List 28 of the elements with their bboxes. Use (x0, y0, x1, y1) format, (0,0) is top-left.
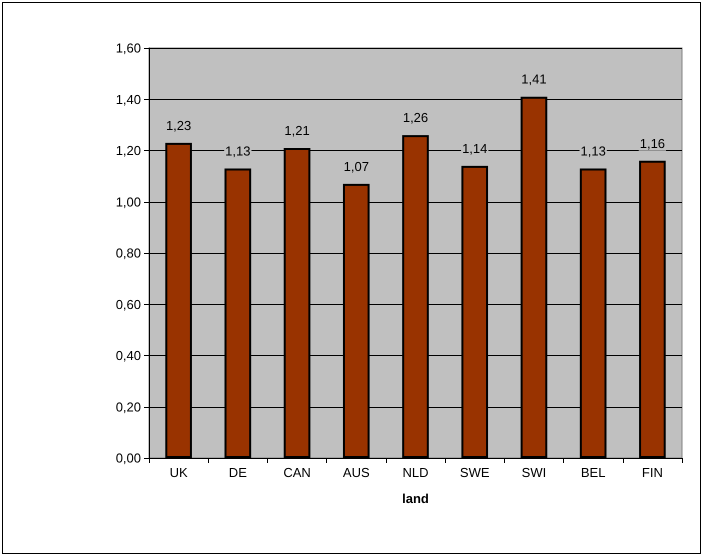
data-label: 1,13 (225, 143, 250, 158)
x-tick-label: SWI (522, 465, 546, 480)
x-tick-label: DE (228, 465, 248, 480)
y-tick-label: 0,40 (116, 348, 141, 363)
y-tick-label: 0,60 (116, 296, 141, 312)
data-label: 1,13 (580, 143, 606, 158)
data-label: 1,23 (166, 118, 192, 133)
data-label: 1,14 (462, 140, 488, 156)
x-tick-label: BEL (580, 465, 606, 480)
y-tick-label: 1,00 (116, 194, 141, 210)
data-label: 1,26 (402, 110, 428, 126)
y-tick-label: 0,00 (116, 450, 141, 466)
x-tick-label: UK (170, 465, 188, 480)
x-tick-label: SWE (460, 465, 490, 480)
data-label: 1,21 (284, 122, 310, 138)
data-label: 1,41 (521, 72, 547, 87)
y-tick-label: 1,40 (116, 92, 141, 107)
y-tick-label: 0,80 (116, 246, 141, 260)
y-tick-label: 1,20 (116, 143, 141, 158)
x-tick-label: FIN (642, 465, 663, 480)
x-tick-label: CAN (283, 465, 311, 480)
x-tick-label: AUS (342, 465, 370, 480)
y-tick-label: 1,60 (116, 40, 141, 56)
data-label: 1,16 (640, 136, 666, 151)
data-label: 1,07 (344, 158, 369, 174)
x-axis-title: land (402, 491, 429, 506)
x-tick-label: NLD (402, 465, 429, 480)
y-tick-label: 0,20 (116, 399, 141, 414)
